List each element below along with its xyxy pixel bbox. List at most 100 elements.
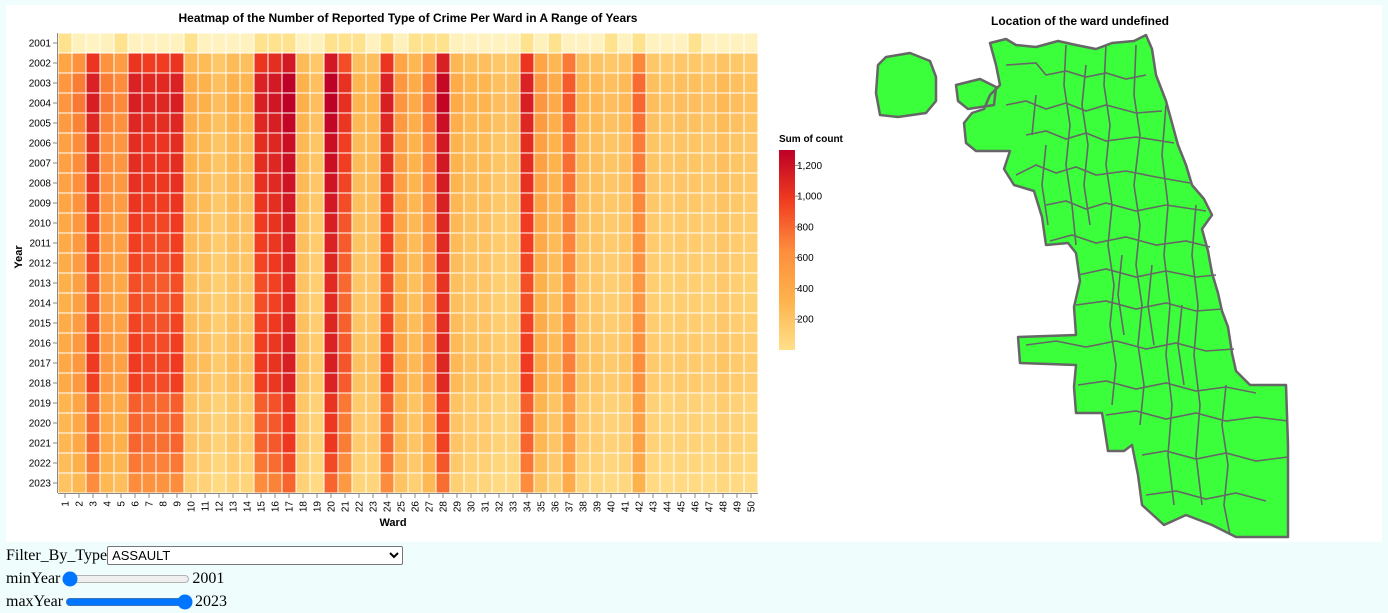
heatmap-cell bbox=[603, 312, 619, 334]
heatmap-cell bbox=[519, 392, 535, 414]
heatmap-cell bbox=[309, 192, 325, 214]
heatmap-cell bbox=[687, 52, 703, 74]
heatmap-cell bbox=[323, 292, 339, 314]
heatmap-cell bbox=[463, 172, 479, 194]
heatmap-cell bbox=[253, 432, 269, 454]
heatmap-cell bbox=[351, 192, 367, 214]
min-year-slider[interactable] bbox=[62, 570, 191, 587]
heatmap-cell bbox=[337, 52, 353, 74]
heatmap-cell bbox=[295, 292, 311, 314]
heatmap-cell bbox=[295, 212, 311, 234]
heatmap-cell bbox=[715, 392, 731, 414]
heatmap-cell bbox=[575, 52, 591, 74]
heatmap-cell bbox=[575, 432, 591, 454]
y-tick-label: 2021 bbox=[29, 439, 52, 450]
heatmap-cell bbox=[617, 392, 633, 414]
heatmap-cell bbox=[631, 212, 647, 234]
heatmap-cell bbox=[281, 312, 297, 334]
heatmap-cell bbox=[281, 132, 297, 154]
heatmap-cell bbox=[631, 432, 647, 454]
heatmap-cell bbox=[197, 252, 213, 274]
heatmap-cell bbox=[631, 152, 647, 174]
heatmap-cell bbox=[687, 92, 703, 114]
heatmap-cell bbox=[491, 352, 507, 374]
heatmap-cell bbox=[169, 112, 185, 134]
heatmap-cell bbox=[57, 432, 73, 454]
heatmap-cell bbox=[253, 192, 269, 214]
heatmap-cell bbox=[701, 452, 717, 474]
heatmap-cell bbox=[533, 72, 549, 94]
heatmap-cell bbox=[295, 372, 311, 394]
heatmap-cell bbox=[267, 372, 283, 394]
x-tick-label: 8 bbox=[159, 501, 170, 507]
heatmap-cell bbox=[715, 52, 731, 74]
heatmap-cell bbox=[659, 452, 675, 474]
heatmap-cell bbox=[519, 272, 535, 294]
heatmap-cell bbox=[435, 132, 451, 154]
heatmap-cell bbox=[281, 412, 297, 434]
heatmap-cell bbox=[239, 152, 255, 174]
heatmap-cell bbox=[393, 352, 409, 374]
heatmap-cell bbox=[183, 472, 199, 494]
y-tick-label: 2003 bbox=[29, 79, 52, 90]
heatmap-cell bbox=[281, 112, 297, 134]
heatmap-cell bbox=[127, 112, 143, 134]
max-year-slider[interactable] bbox=[65, 593, 194, 610]
heatmap-cell bbox=[477, 112, 493, 134]
heatmap-cell bbox=[351, 412, 367, 434]
heatmap-cell bbox=[99, 352, 115, 374]
heatmap-cell bbox=[519, 32, 535, 54]
x-tick-label: 9 bbox=[173, 501, 184, 507]
heatmap-cell bbox=[659, 372, 675, 394]
heatmap-cell bbox=[631, 232, 647, 254]
heatmap-cell bbox=[673, 252, 689, 274]
heatmap-cell bbox=[505, 432, 521, 454]
heatmap-cell bbox=[729, 432, 745, 454]
heatmap-cell bbox=[309, 412, 325, 434]
heatmap-cell bbox=[673, 472, 689, 494]
heatmap-cell bbox=[155, 32, 171, 54]
heatmap-cell bbox=[71, 92, 87, 114]
heatmap-cell bbox=[295, 192, 311, 214]
heatmap-cell bbox=[99, 52, 115, 74]
heatmap-cell bbox=[715, 472, 731, 494]
heatmap-cell bbox=[659, 292, 675, 314]
heatmap-cell bbox=[463, 432, 479, 454]
heatmap-cell bbox=[645, 352, 661, 374]
heatmap-cell bbox=[533, 272, 549, 294]
heatmap-cell bbox=[295, 172, 311, 194]
heatmap-cell bbox=[729, 92, 745, 114]
heatmap-cell bbox=[281, 232, 297, 254]
heatmap-cell bbox=[113, 352, 129, 374]
heatmap-cell bbox=[715, 252, 731, 274]
heatmap-cell bbox=[155, 192, 171, 214]
heatmap-cell bbox=[505, 72, 521, 94]
heatmap-cell bbox=[701, 72, 717, 94]
y-axis-title: Year bbox=[13, 245, 25, 269]
heatmap-cell bbox=[295, 412, 311, 434]
heatmap-cell bbox=[183, 132, 199, 154]
filter-by-type-select[interactable]: ASSAULT bbox=[107, 546, 404, 565]
heatmap-cell bbox=[435, 312, 451, 334]
heatmap-cell bbox=[85, 152, 101, 174]
heatmap-cell bbox=[519, 152, 535, 174]
heatmap-cell bbox=[505, 112, 521, 134]
heatmap-cell bbox=[169, 352, 185, 374]
heatmap-cell bbox=[435, 452, 451, 474]
heatmap-cell bbox=[155, 312, 171, 334]
heatmap-cell bbox=[309, 372, 325, 394]
heatmap-cell bbox=[505, 372, 521, 394]
heatmap-cell bbox=[617, 352, 633, 374]
heatmap-cell bbox=[743, 372, 759, 394]
heatmap-cell bbox=[449, 392, 465, 414]
heatmap-cell bbox=[71, 472, 87, 494]
heatmap-cell bbox=[211, 192, 227, 214]
heatmap-cell bbox=[603, 112, 619, 134]
heatmap-cell bbox=[57, 472, 73, 494]
heatmap-cell bbox=[85, 32, 101, 54]
heatmap-cell bbox=[519, 412, 535, 434]
heatmap-cell bbox=[155, 352, 171, 374]
heatmap-cell bbox=[547, 392, 563, 414]
heatmap-cell bbox=[379, 232, 395, 254]
heatmap-cell bbox=[589, 472, 605, 494]
